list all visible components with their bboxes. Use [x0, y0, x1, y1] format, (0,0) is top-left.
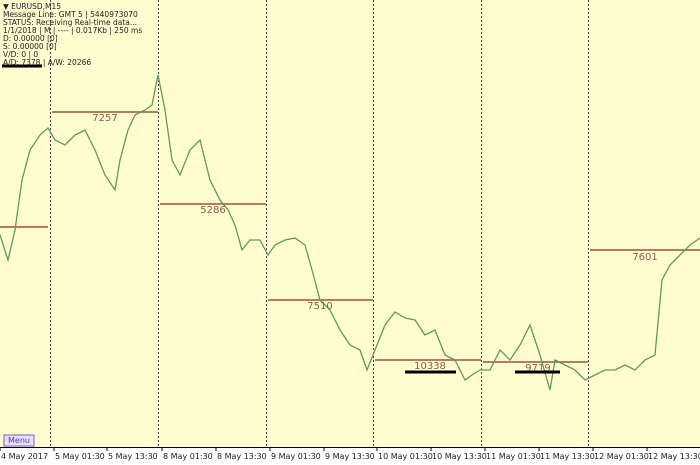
level-label: 7257: [92, 113, 117, 124]
info-panel: ▼ EURUSD,M15 Message Line: GMT 5 | 54409…: [3, 2, 142, 67]
x-axis-label: 10 May 13:30: [432, 452, 487, 461]
x-axis-label: 5 May 13:30: [108, 452, 158, 461]
info-line: 1/1/2018 | M | ---- | 0.017Kb | 250 ms: [3, 26, 142, 35]
price-line: [0, 74, 700, 391]
menu-button[interactable]: [3, 434, 35, 447]
info-line: ▼ EURUSD,M15: [3, 2, 61, 11]
level-labels: 7257 5286 7510 10338 9719 7601: [92, 113, 657, 374]
x-axis-labels: 4 May 2017 5 May 01:30 5 May 13:30 8 May 01…: [0, 447, 700, 461]
x-axis-label: 8 May 01:30: [163, 452, 213, 461]
info-line: D: 0.00000 [0]: [3, 34, 58, 43]
level-label: 9719: [525, 363, 550, 374]
x-axis-label: 11 May 01:30: [486, 452, 541, 461]
info-line: A/D: 7378 | A/W: 20266: [3, 58, 91, 67]
level-label: 7601: [632, 252, 657, 263]
black-bars: [2, 64, 560, 374]
x-axis-label: 9 May 01:30: [271, 452, 321, 461]
x-axis-label: 10 May 01:30: [378, 452, 433, 461]
x-axis-label: 5 May 01:30: [55, 452, 105, 461]
info-line: V/D: 0 | 0: [3, 50, 38, 59]
level-label: 5286: [200, 205, 225, 216]
day-separators: [50, 0, 589, 447]
x-axis-label: 12 May 01:30: [594, 452, 649, 461]
info-line: Message Line: GMT 5 | 5440973070: [3, 10, 138, 19]
x-axis-label: 11 May 13:30: [540, 452, 595, 461]
level-label: 10338: [414, 361, 446, 372]
plot-background: [0, 0, 700, 447]
x-axis-label: 4 May 2017: [1, 452, 48, 461]
x-axis-label: 8 May 13:30: [217, 452, 267, 461]
level-label: 7510: [307, 301, 332, 312]
info-line: S: 0.00000 [0]: [3, 42, 57, 51]
menu-button-label[interactable]: Menu: [8, 436, 30, 445]
x-axis-label: 12 May 13:30: [648, 452, 700, 461]
info-line: STATUS: Receiving Real-time data...: [3, 18, 137, 27]
x-axis-label: 9 May 13:30: [325, 452, 375, 461]
